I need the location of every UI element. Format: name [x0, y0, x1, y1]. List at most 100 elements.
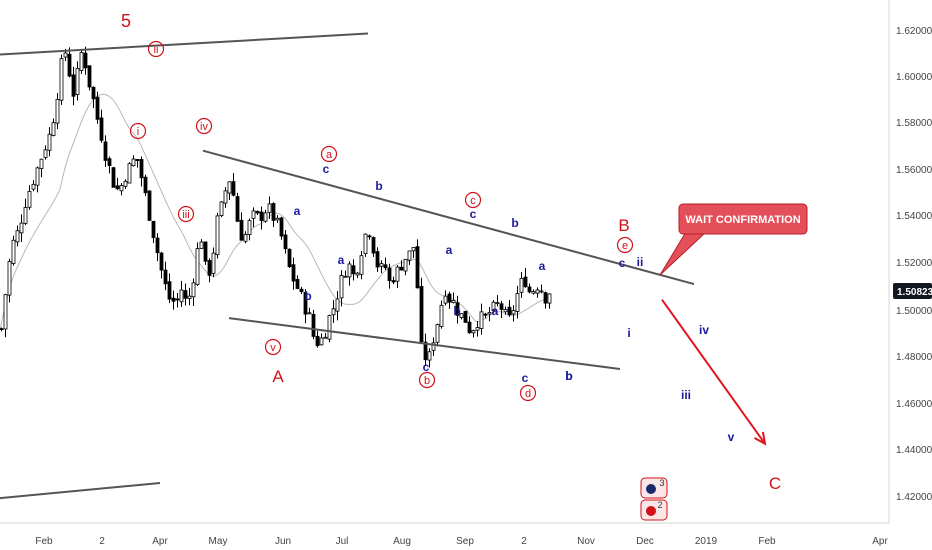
candle-body	[195, 248, 200, 285]
candle-body	[335, 298, 340, 312]
candle-body	[291, 264, 296, 282]
wave-label-b-circled: b	[418, 371, 436, 389]
candle-body	[203, 241, 208, 262]
candlestick-series	[0, 46, 552, 368]
subwave-label-b: b	[565, 369, 572, 383]
subwave-label-b: b	[375, 179, 382, 193]
trendline[interactable]	[0, 32, 369, 56]
candle-body	[239, 219, 244, 241]
candle-body	[415, 246, 420, 289]
candle-body	[459, 313, 464, 319]
candle-body	[279, 217, 284, 237]
candle-body	[51, 122, 56, 136]
trendline[interactable]	[228, 317, 621, 371]
candle-body	[491, 301, 496, 312]
subwave-labels: a b c b a c b a b c a a b c b c ii i iv …	[294, 162, 735, 444]
wave-label-ii: ii	[147, 40, 165, 58]
candle-body	[103, 141, 108, 161]
candle-body	[391, 280, 396, 283]
candle-body	[259, 211, 264, 221]
candle-body	[107, 158, 112, 166]
candle-body	[67, 53, 72, 77]
y-tick-label: 1.44000	[896, 445, 932, 456]
candle-body	[343, 275, 348, 278]
candle-body	[443, 295, 448, 304]
candle-body	[527, 286, 532, 293]
trendline[interactable]	[0, 481, 161, 500]
candle-body	[395, 266, 400, 282]
candle-body	[539, 290, 544, 293]
candle-body	[171, 297, 176, 302]
candle-body	[191, 282, 196, 298]
subwave-label-b: b	[511, 216, 518, 230]
callout-pointer	[659, 231, 708, 276]
wave-text: iii	[182, 209, 189, 221]
candle-body	[11, 239, 16, 264]
candle-body	[27, 190, 32, 208]
candle-body	[123, 180, 128, 187]
candle-body	[35, 167, 40, 186]
candle-body	[251, 210, 256, 219]
candle-body	[523, 276, 528, 288]
candle-body	[183, 290, 188, 299]
wave-circle	[320, 145, 338, 163]
x-tick-label: Jul	[336, 536, 349, 547]
wave-circle	[129, 122, 147, 140]
candle-body	[331, 308, 336, 316]
candle-body	[355, 272, 360, 276]
candle-body	[535, 289, 540, 294]
candle-body	[147, 190, 152, 221]
wave-label-B: B	[618, 216, 629, 235]
wave-text: v	[270, 342, 276, 354]
wave-circle	[464, 191, 482, 209]
trendline[interactable]	[202, 149, 695, 286]
candle-body	[87, 65, 92, 88]
candle-body	[363, 233, 368, 255]
x-tick-label: Dec	[636, 536, 654, 547]
trendlines	[0, 32, 695, 500]
candle-body	[275, 217, 280, 221]
candle-body	[311, 314, 316, 337]
candle-body	[211, 252, 216, 274]
price-axis-labels: 1.62000 1.60000 1.58000 1.56000 1.54000 …	[896, 26, 932, 503]
wave-circle	[264, 338, 282, 356]
subwave-label-a: a	[539, 259, 546, 273]
wave-circle	[519, 384, 537, 402]
candle-body	[59, 58, 64, 101]
candle-body	[267, 203, 272, 213]
candle-body	[83, 52, 88, 69]
candle-body	[179, 289, 184, 303]
candle-body	[15, 230, 20, 243]
event-badges[interactable]: 3 2	[640, 477, 668, 521]
candle-body	[327, 315, 332, 340]
candle-body	[503, 309, 508, 313]
candle-body	[219, 201, 224, 216]
x-tick-label: 2	[521, 536, 527, 547]
candle-body	[187, 295, 192, 299]
wave-text: b	[424, 375, 430, 387]
wave-label-c-circled: c	[464, 191, 482, 209]
subwave-label-iii: iii	[681, 388, 691, 402]
candle-body	[135, 159, 140, 162]
subwave-label-b: b	[304, 289, 311, 303]
x-tick-label: Apr	[872, 536, 888, 547]
candle-body	[359, 255, 364, 275]
candle-body	[339, 275, 344, 299]
candle-body	[379, 263, 384, 267]
candle-body	[439, 304, 444, 327]
candle-body	[99, 117, 104, 141]
event-badge[interactable]: 3	[640, 477, 668, 499]
wave-text: i	[137, 126, 139, 138]
event-badge[interactable]: 2	[640, 499, 668, 521]
x-tick-label: Sep	[456, 536, 474, 547]
candle-body	[7, 261, 12, 296]
y-tick-label: 1.52000	[896, 258, 932, 269]
candle-body	[235, 196, 240, 222]
candle-body	[287, 248, 292, 268]
candle-body	[163, 269, 168, 285]
subwave-label-c: c	[470, 207, 477, 221]
candle-body	[283, 234, 288, 250]
candle-body	[55, 98, 60, 124]
wave-label-iii: iii	[177, 205, 195, 223]
